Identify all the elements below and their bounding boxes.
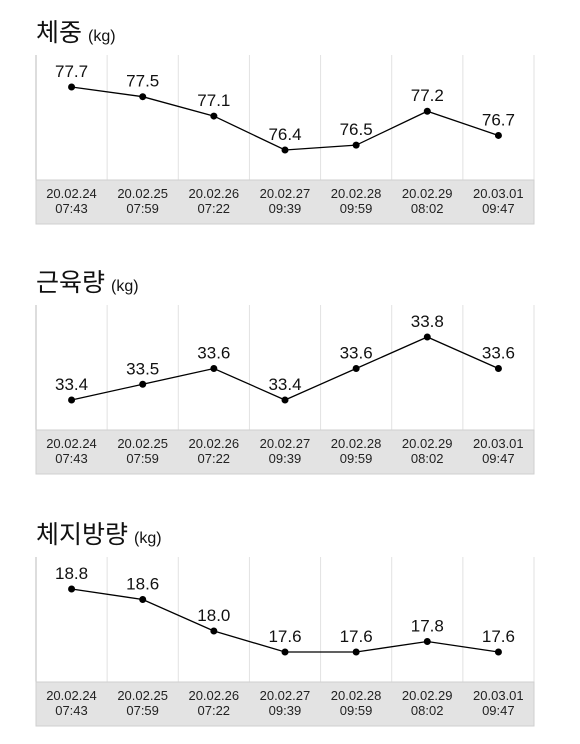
x-tick-label: 20.02.29 08:02 <box>401 436 453 466</box>
point <box>352 141 360 149</box>
point <box>210 627 218 635</box>
value-label: 17.8 <box>411 617 444 636</box>
x-tick-label: 20.02.27 09:39 <box>259 186 311 216</box>
chart-unit: (kg) <box>88 28 116 45</box>
chart-unit: (kg) <box>111 278 139 295</box>
x-tick-label: 20.02.28 09:59 <box>330 186 382 216</box>
value-label: 18.8 <box>55 564 88 583</box>
x-tick-label: 20.02.24 07:43 <box>46 688 97 718</box>
x-tick-label: 20.02.24 07:43 <box>46 186 97 216</box>
chart-title: 체중 <box>36 19 83 47</box>
value-label: 33.6 <box>197 344 230 363</box>
chart-unit: (kg) <box>134 530 162 547</box>
point <box>352 365 360 372</box>
point <box>281 396 289 404</box>
value-label: 77.7 <box>55 62 88 81</box>
x-tick-label: 20.03.01 09:47 <box>473 186 524 216</box>
value-label: 76.7 <box>482 110 515 129</box>
point <box>281 146 289 154</box>
x-tick-label: 20.02.25 07:59 <box>117 186 168 216</box>
point <box>210 112 218 120</box>
chart-title: 체지방량 <box>36 521 129 549</box>
label-band <box>35 429 535 475</box>
value-label: 77.1 <box>197 91 230 110</box>
value-label: 76.4 <box>268 125 301 144</box>
x-tick-label: 20.02.25 07:59 <box>117 436 168 466</box>
point <box>139 380 147 388</box>
x-tick-label: 20.02.24 07:43 <box>46 436 97 466</box>
point <box>210 365 218 372</box>
label-band <box>35 681 535 727</box>
point <box>68 585 76 593</box>
x-tick-label: 20.02.29 08:02 <box>401 688 453 718</box>
x-tick-label: 20.02.28 09:59 <box>330 688 382 718</box>
point <box>68 83 76 91</box>
value-label: 33.4 <box>55 375 88 394</box>
x-tick-label: 20.02.25 07:59 <box>117 688 168 718</box>
x-tick-label: 20.02.27 09:39 <box>259 436 311 466</box>
point <box>423 333 431 341</box>
value-label: 33.4 <box>268 375 301 394</box>
point <box>494 648 502 656</box>
point <box>423 638 431 645</box>
value-label: 33.6 <box>482 344 515 363</box>
value-label: 18.6 <box>126 575 159 594</box>
point <box>139 596 147 603</box>
x-tick-label: 20.02.27 09:39 <box>259 688 311 718</box>
x-tick-label: 20.02.28 09:59 <box>330 436 382 466</box>
chart-title-row: 근육량 (kg) <box>36 263 139 299</box>
value-label: 17.6 <box>340 627 373 646</box>
chart-title-row: 체중 (kg) <box>36 13 116 49</box>
value-label: 17.6 <box>482 627 515 646</box>
point <box>494 365 502 372</box>
chart-title-row: 체지방량 (kg) <box>36 515 162 551</box>
point <box>68 396 76 404</box>
x-tick-label: 20.02.29 08:02 <box>401 186 453 216</box>
point <box>281 648 289 656</box>
x-tick-label: 20.02.26 07:22 <box>188 436 240 466</box>
value-label: 33.8 <box>411 312 444 331</box>
x-tick-label: 20.03.01 09:47 <box>473 436 524 466</box>
value-label: 33.5 <box>126 359 159 378</box>
value-label: 77.5 <box>126 72 159 91</box>
point <box>423 107 431 115</box>
value-label: 17.6 <box>268 627 301 646</box>
point <box>139 93 147 101</box>
x-tick-label: 20.02.26 07:22 <box>188 688 240 718</box>
point <box>352 648 360 656</box>
chart-title: 근육량 <box>36 269 106 297</box>
value-label: 18.0 <box>197 606 230 625</box>
value-label: 76.5 <box>340 120 373 139</box>
value-label: 33.6 <box>340 344 373 363</box>
point <box>494 131 502 139</box>
label-band <box>35 179 535 225</box>
x-tick-label: 20.03.01 09:47 <box>473 688 524 718</box>
x-tick-label: 20.02.26 07:22 <box>188 186 240 216</box>
value-label: 77.2 <box>411 86 444 105</box>
